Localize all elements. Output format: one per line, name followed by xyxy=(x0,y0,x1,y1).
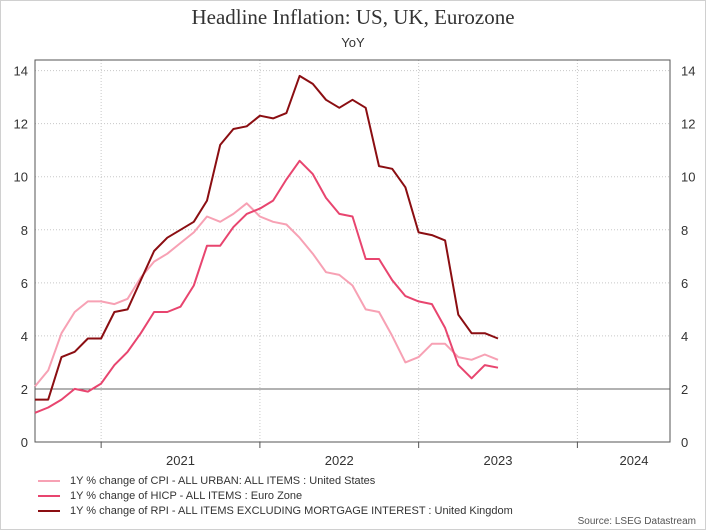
series-line-0 xyxy=(34,202,499,387)
y-tick-label-right: 4 xyxy=(681,329,688,344)
legend-item: 1Y % change of RPI - ALL ITEMS EXCLUDING… xyxy=(38,503,513,518)
legend-label: 1Y % change of RPI - ALL ITEMS EXCLUDING… xyxy=(70,504,513,517)
plot-area xyxy=(34,59,671,443)
legend-item: 1Y % change of CPI - ALL URBAN: ALL ITEM… xyxy=(38,473,513,488)
source-note: Source: LSEG Datastream xyxy=(577,516,696,527)
y-tick-label-right: 14 xyxy=(681,64,695,79)
y-tick-label-left: 12 xyxy=(14,117,28,132)
y-tick-label-left: 14 xyxy=(14,64,28,79)
chart-subtitle: YoY xyxy=(341,35,365,50)
y-tick-label-left: 10 xyxy=(14,170,28,185)
x-tick-label: 2021 xyxy=(166,453,195,468)
legend-swatch xyxy=(38,494,60,497)
y-tick-label-right: 2 xyxy=(681,382,688,397)
y-tick-label-left: 8 xyxy=(21,223,28,238)
chart-legend: 1Y % change of CPI - ALL URBAN: ALL ITEM… xyxy=(38,473,513,518)
x-tick-label: 2022 xyxy=(325,453,354,468)
chart-title: Headline Inflation: US, UK, Eurozone xyxy=(191,5,515,29)
y-tick-label-right: 0 xyxy=(681,435,688,450)
series-line-1 xyxy=(34,159,499,414)
legend-label: 1Y % change of HICP - ALL ITEMS : Euro Z… xyxy=(70,489,303,502)
y-tick-label-right: 6 xyxy=(681,276,688,291)
y-tick-label-left: 0 xyxy=(21,435,28,450)
legend-swatch xyxy=(38,479,60,482)
legend-swatch xyxy=(38,509,60,512)
x-tick-label: 2024 xyxy=(620,453,649,468)
series-line-2 xyxy=(35,74,499,401)
y-tick-label-right: 12 xyxy=(681,117,695,132)
x-tick-label: 2023 xyxy=(484,453,513,468)
legend-item: 1Y % change of HICP - ALL ITEMS : Euro Z… xyxy=(38,488,513,503)
y-tick-label-left: 4 xyxy=(21,329,28,344)
y-tick-label-right: 8 xyxy=(681,223,688,238)
y-tick-label-left: 6 xyxy=(21,276,28,291)
legend-label: 1Y % change of CPI - ALL URBAN: ALL ITEM… xyxy=(70,474,376,487)
y-tick-label-right: 10 xyxy=(681,170,695,185)
y-tick-label-left: 2 xyxy=(21,382,28,397)
